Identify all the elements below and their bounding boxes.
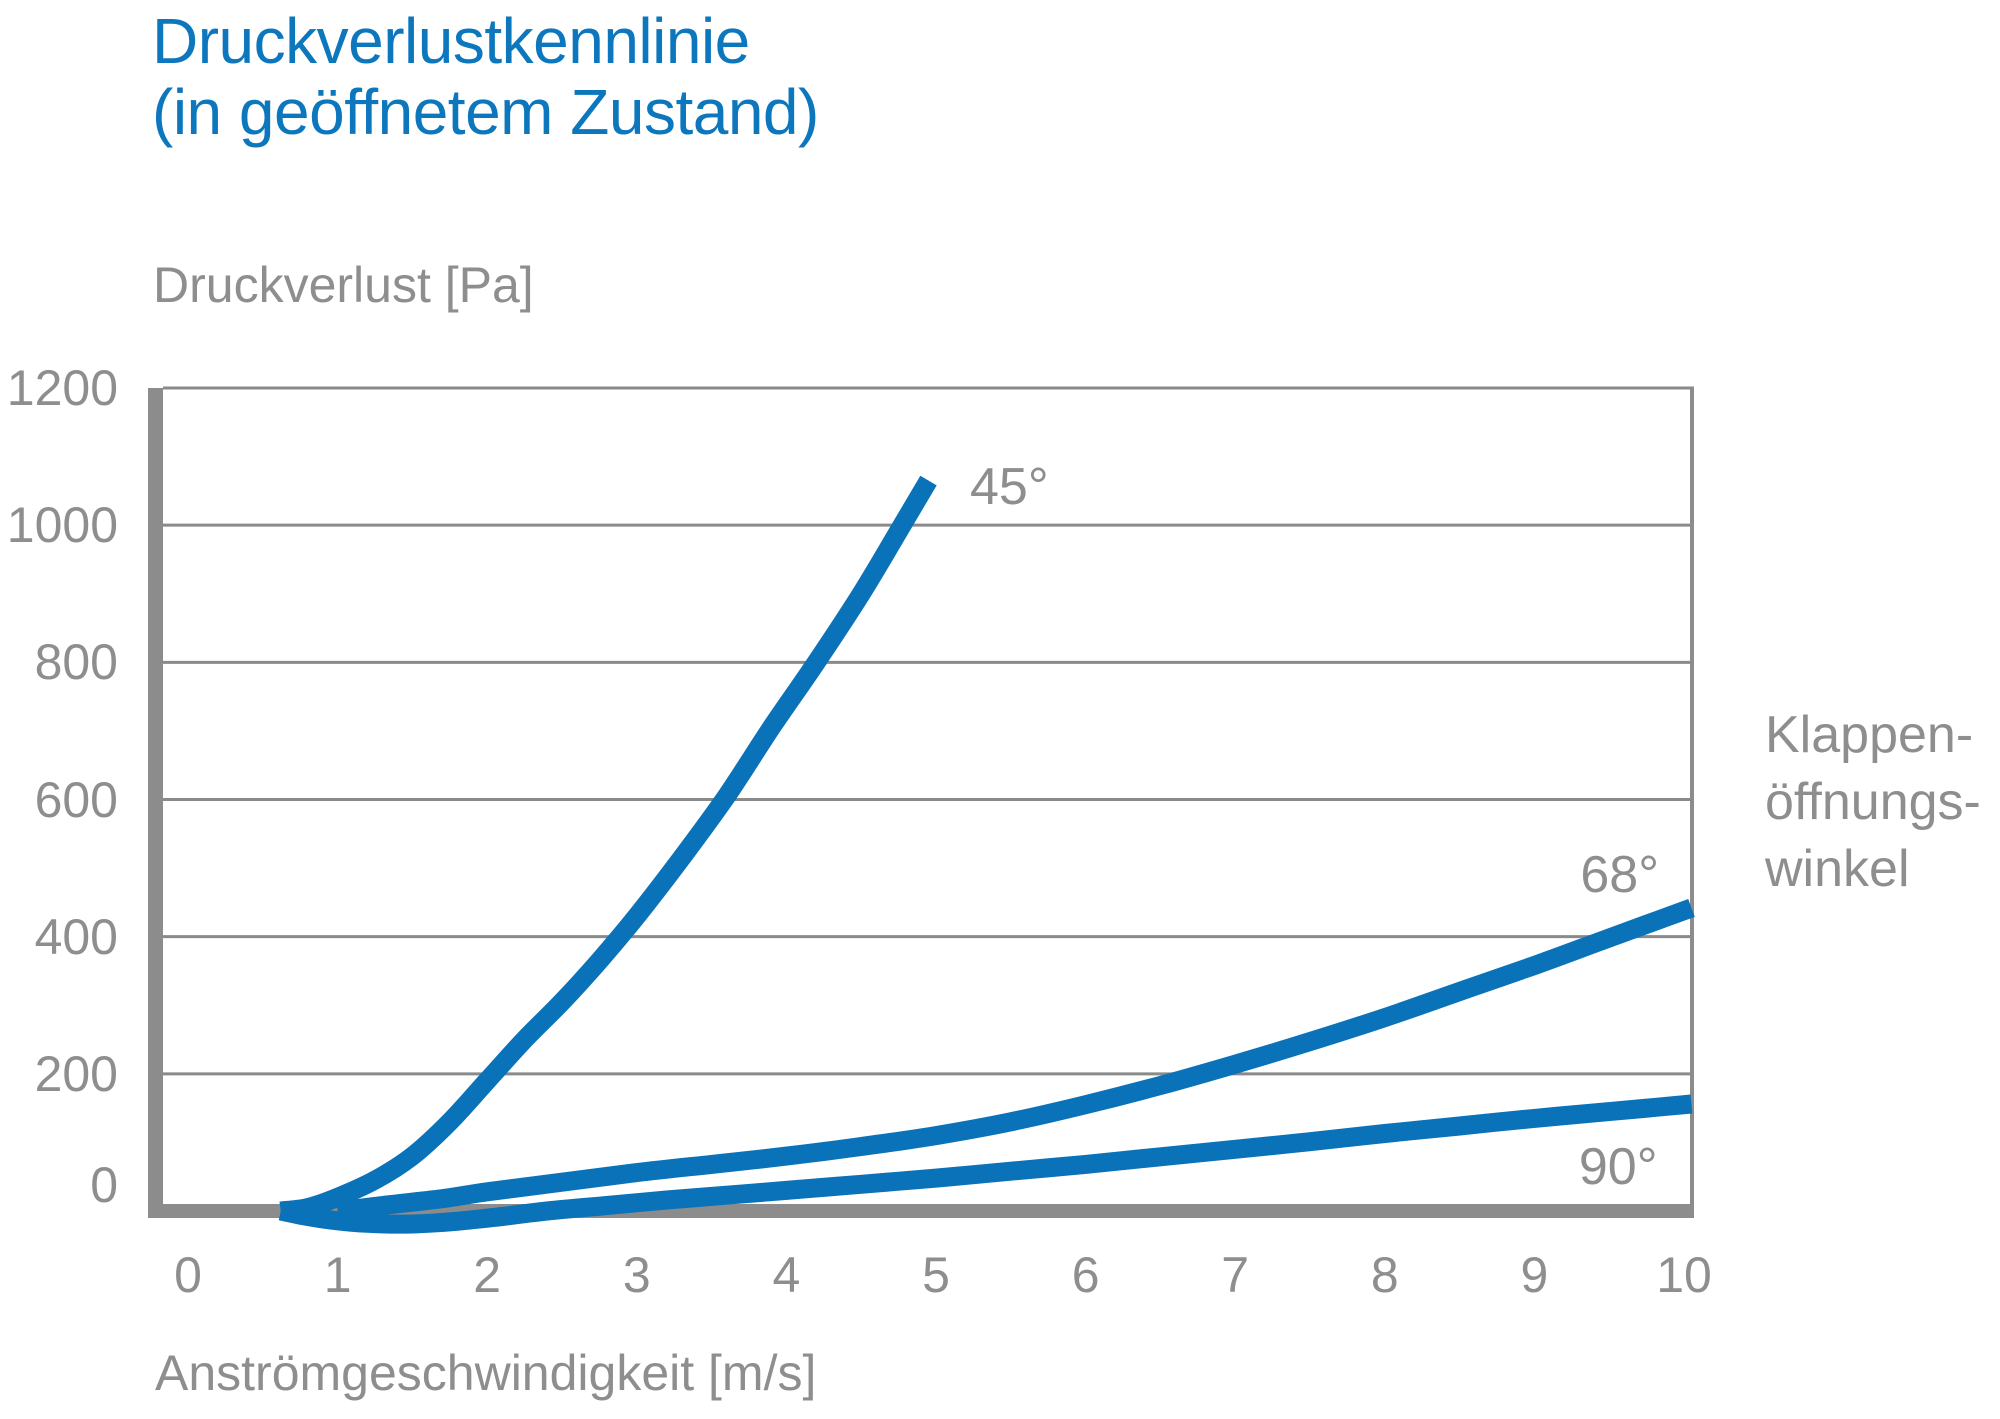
- x-tick-label: 3: [622, 1247, 651, 1303]
- x-tick-label: 5: [922, 1247, 950, 1303]
- curve-68deg: [336, 898, 1695, 1221]
- y-axis-title: Druckverlust [Pa]: [153, 257, 534, 313]
- chart-title-line1: Druckverlustkennlinie: [152, 5, 750, 77]
- legend-title: Klappen- öffnungs- winkel: [1765, 702, 1981, 903]
- curve-label-90deg: 90°: [1578, 1138, 1658, 1197]
- x-tick-label: 2: [473, 1247, 502, 1303]
- x-tick-label: 0: [174, 1247, 202, 1303]
- y-tick-label: 600: [34, 771, 118, 828]
- y-tick-label: 800: [34, 634, 118, 691]
- y-tick-label: 200: [34, 1045, 118, 1102]
- y-tick-label: 400: [34, 908, 118, 965]
- x-tick-label: 10: [1656, 1247, 1712, 1303]
- y-tick-label: 1200: [6, 360, 118, 416]
- curve-label-45deg: 45°: [969, 458, 1049, 517]
- curve-90deg: [278, 1094, 1693, 1234]
- legend-title-line2: öffnungs-: [1765, 773, 1981, 831]
- x-tick-label: 6: [1071, 1247, 1100, 1303]
- x-axis-title: Anströmgeschwindigkeit [m/s]: [155, 1345, 817, 1401]
- x-tick-label: 1: [323, 1247, 352, 1303]
- legend-title-line3: winkel: [1765, 840, 1910, 898]
- x-tick-label: 7: [1221, 1247, 1250, 1303]
- x-tick-label: 8: [1370, 1247, 1399, 1303]
- y-tick-label: 1000: [6, 497, 118, 554]
- chart-title-line2: (in geöffnetem Zustand): [152, 76, 819, 148]
- y-tick-label: 0: [90, 1157, 118, 1213]
- chart-title: Druckverlustkennlinie (in geöffnetem Zus…: [152, 6, 819, 148]
- plot-right-border: [1690, 388, 1694, 1218]
- curve-45deg: [279, 475, 937, 1221]
- y-axis-bar: [148, 388, 163, 1218]
- x-tick-label: 4: [772, 1247, 801, 1303]
- curve-label-68deg: 68°: [1580, 845, 1659, 904]
- x-tick-label: 9: [1520, 1247, 1549, 1303]
- legend-title-line1: Klappen-: [1765, 706, 1974, 764]
